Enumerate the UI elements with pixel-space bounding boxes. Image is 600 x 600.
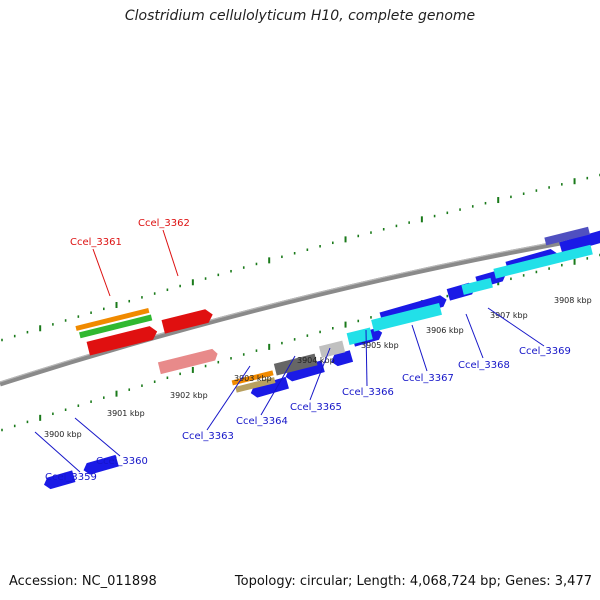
gene-label-leader [34,431,81,473]
gene-label-leader [162,229,179,277]
gene-label-leader [465,313,484,359]
gene-label-leader [260,355,296,416]
gene-label[interactable]: Ccel_3364 [236,416,288,427]
scale-label: 3902 kbp [170,391,208,400]
gene-labels: Ccel_3359 Ccel_3360 Ccel_3361 Ccel_3362 Ccel… [34,218,571,483]
gene-label[interactable]: Ccel_3367 [402,373,454,384]
scale-label: 3900 kbp [44,430,82,439]
gene-ccel-3362-bar[interactable] [157,348,219,375]
gene-label-leader [487,307,545,347]
feature-grey-light [318,340,346,359]
gene-ccel-3361-bar[interactable] [86,325,159,356]
gene-label[interactable]: Ccel_3365 [290,402,342,413]
gene-label[interactable]: Ccel_3366 [342,387,394,398]
scale-label: 3903 kbp [234,374,272,383]
scale-label: 3908 kbp [554,296,592,305]
gene-label[interactable]: Ccel_3362 [138,218,190,229]
feature-grey-dark [273,353,318,376]
feature-cyan-4 [493,244,593,279]
scale-label: 3906 kbp [426,326,464,335]
scale-label: 3904 kbp [297,356,335,365]
gene-label-leader [365,329,368,387]
genome-backbone-highlight [0,233,600,383]
feature-green-bar [79,314,153,339]
feature-cyan-3 [461,277,493,295]
accession-text: Accession: NC_011898 [9,574,157,589]
scale-label: 3905 kbp [361,341,399,350]
topology-text: Topology: circular; Length: 4,068,724 bp… [234,574,592,589]
gene-label[interactable]: Ccel_3368 [458,360,510,371]
gene-label[interactable]: Ccel_3361 [70,237,122,248]
gene-label[interactable]: Ccel_3369 [519,346,571,357]
gene-label-leader [206,365,251,431]
outer-tick-track [1,173,600,342]
gene-label[interactable]: Ccel_3360 [96,456,148,467]
scale-label: 3901 kbp [107,409,145,418]
gene-label-leader [74,417,121,457]
gene-label-leader [309,347,331,401]
genome-backbone [0,233,600,387]
feature-tan-small [235,377,276,393]
map-title: Clostridium cellulolyticum H10, complete… [124,8,476,24]
gene-ccel-3370-bar[interactable] [559,229,600,254]
feature-orange-bar [75,307,150,331]
gene-label[interactable]: Ccel_3363 [182,431,234,442]
feature-cyan-2 [371,303,442,332]
scale-labels: 3900 kbp 3901 kbp 3902 kbp 3903 kbp 3904 kbp… [44,296,592,439]
scale-label: 3907 kbp [490,311,528,320]
gene-label[interactable]: Ccel_3359 [45,472,97,483]
gene-ccel-3359-bar[interactable] [42,470,76,490]
gene-label-leader [411,324,428,372]
feature-orange-small [231,370,274,386]
gene-label-leader [92,248,111,297]
feature-purple-strip [544,226,590,246]
gene-ccel-3360-bar[interactable] [82,454,119,476]
gene-ccel-3362b-bar[interactable] [161,308,215,334]
